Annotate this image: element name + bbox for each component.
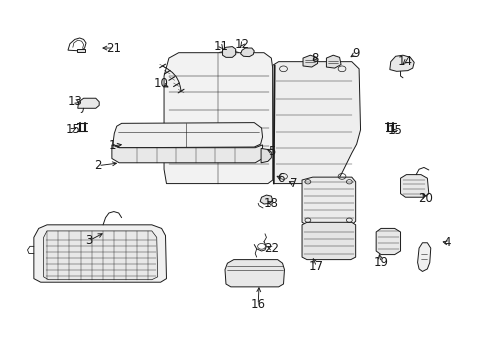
Text: 6: 6: [277, 172, 284, 185]
Text: 7: 7: [289, 177, 296, 190]
Polygon shape: [222, 46, 235, 57]
Text: 15: 15: [65, 123, 80, 136]
Polygon shape: [272, 62, 360, 184]
Polygon shape: [43, 231, 158, 280]
Text: 20: 20: [418, 192, 432, 205]
Text: 15: 15: [386, 124, 401, 137]
Text: 2: 2: [94, 159, 102, 172]
Text: 9: 9: [351, 47, 359, 60]
Text: 3: 3: [84, 234, 92, 247]
Polygon shape: [261, 148, 271, 163]
Text: 1: 1: [109, 139, 116, 152]
Text: 19: 19: [373, 256, 388, 269]
Text: 14: 14: [397, 55, 412, 68]
Polygon shape: [417, 243, 430, 271]
Text: 4: 4: [442, 236, 449, 249]
Text: 11: 11: [213, 40, 228, 53]
Polygon shape: [400, 175, 428, 197]
Polygon shape: [224, 260, 284, 287]
Text: 5: 5: [267, 145, 274, 158]
Polygon shape: [302, 222, 355, 260]
Text: 8: 8: [311, 51, 318, 64]
Polygon shape: [78, 98, 99, 108]
Text: 17: 17: [308, 260, 324, 273]
Polygon shape: [112, 145, 262, 163]
Text: 13: 13: [67, 95, 82, 108]
Text: 18: 18: [264, 197, 278, 210]
Text: 10: 10: [154, 77, 169, 90]
Text: 22: 22: [264, 242, 278, 255]
Polygon shape: [260, 195, 272, 204]
Text: 16: 16: [250, 298, 265, 311]
Polygon shape: [326, 55, 340, 68]
Text: 12: 12: [234, 38, 249, 51]
Polygon shape: [375, 228, 400, 255]
Bar: [77, 49, 84, 52]
Polygon shape: [303, 55, 317, 67]
Polygon shape: [113, 123, 262, 148]
Polygon shape: [389, 55, 413, 71]
Polygon shape: [302, 177, 355, 225]
Polygon shape: [240, 48, 254, 57]
Polygon shape: [68, 38, 86, 51]
Polygon shape: [163, 53, 272, 184]
Text: 21: 21: [106, 41, 121, 54]
Polygon shape: [34, 225, 166, 282]
